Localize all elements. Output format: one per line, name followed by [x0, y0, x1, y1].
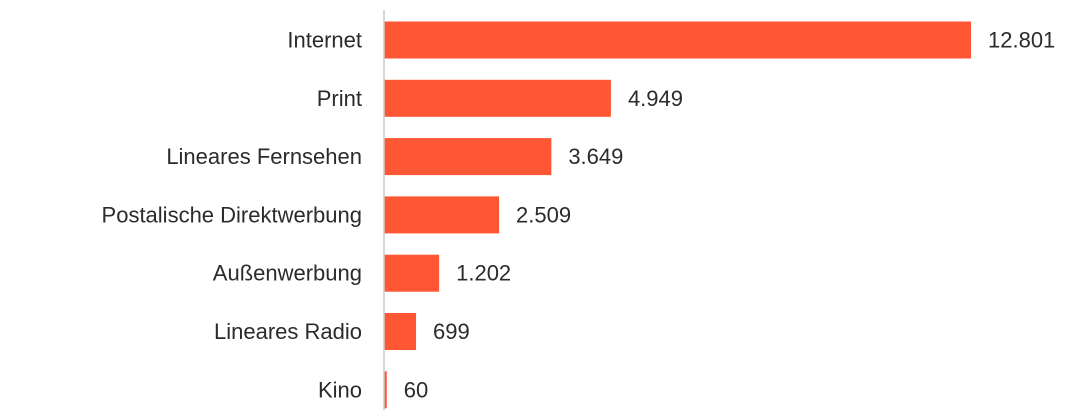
value-label: 3.649 — [568, 144, 623, 169]
category-label: Kino — [318, 377, 362, 402]
labels-layer: Internet 12.801 Print 4.949 Lineares Fernseh… — [102, 28, 1056, 403]
category-label: Außenwerbung — [213, 261, 362, 286]
bar — [384, 313, 417, 350]
bar — [384, 196, 500, 234]
category-label: Lineares Fernsehen — [166, 144, 362, 169]
bar — [384, 371, 387, 409]
value-label: 60 — [404, 377, 428, 402]
bar — [384, 21, 971, 59]
value-label: 699 — [433, 319, 470, 344]
value-label: 4.949 — [628, 86, 683, 111]
bars-layer — [384, 21, 971, 409]
category-label: Print — [317, 86, 362, 111]
value-label: 12.801 — [988, 28, 1055, 53]
value-label: 1.202 — [456, 261, 511, 286]
bar — [384, 254, 440, 292]
category-label: Postalische Direktwerbung — [102, 202, 362, 227]
bar — [384, 138, 552, 176]
bar — [384, 79, 611, 117]
category-label: Lineares Radio — [214, 319, 362, 344]
category-label: Internet — [287, 28, 362, 53]
value-label: 2.509 — [516, 202, 571, 227]
